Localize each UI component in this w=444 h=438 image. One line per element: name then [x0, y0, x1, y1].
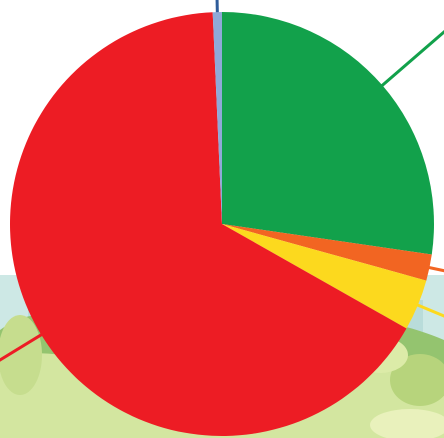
leader-lines: [0, 0, 444, 362]
leader-line-1: [425, 265, 444, 273]
leader-line-2: [413, 302, 444, 318]
leader-line-0: [378, 29, 444, 90]
pie-slice-3: [9, 12, 407, 437]
pie-slice-1: [222, 224, 432, 281]
pie-slices: [9, 12, 434, 437]
background-bush-bottom: [370, 409, 444, 438]
pie-slice-2: [222, 224, 427, 329]
pie-slice-0: [222, 12, 434, 255]
background-tree-left: [0, 315, 42, 395]
pie-slice-4: [212, 12, 222, 224]
leader-line-3: [0, 331, 46, 362]
background-tree-right: [390, 354, 444, 406]
